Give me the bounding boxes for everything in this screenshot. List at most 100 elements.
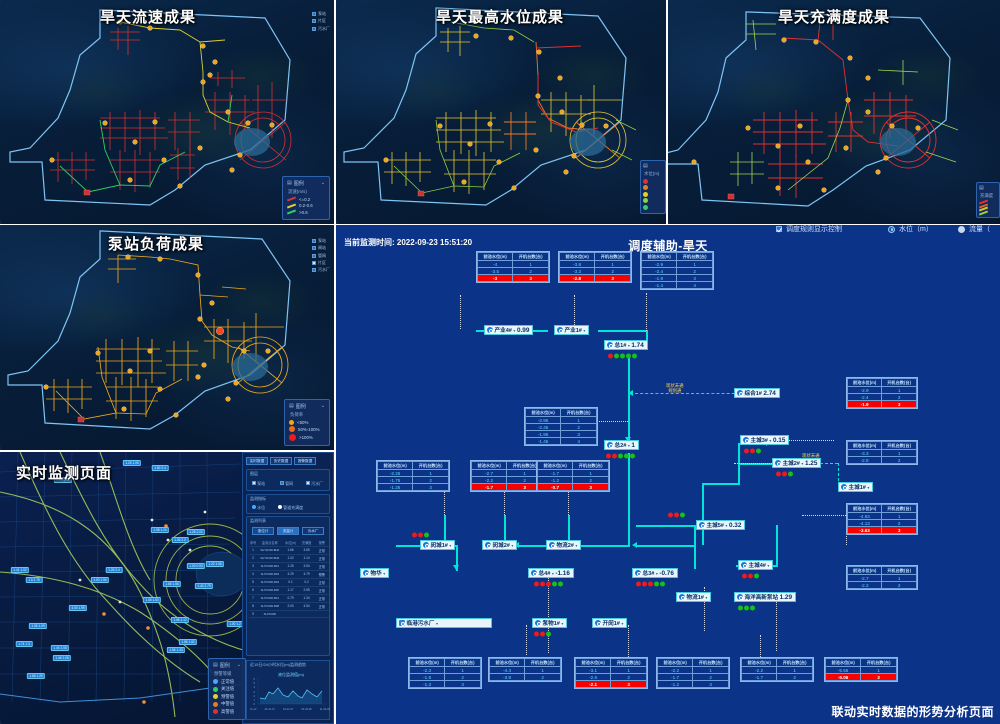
chevron-down-icon[interactable]: ▾ <box>867 484 870 490</box>
index-option-fill[interactable]: 管道充满度 <box>278 505 303 511</box>
index-option-level[interactable]: 水位 <box>252 505 265 511</box>
map-value-tag[interactable]: 1.55 0.66 <box>53 477 73 483</box>
checkbox-icon[interactable] <box>312 267 316 272</box>
node-zhucheng1[interactable]: 主城1# ▾ <box>838 482 874 492</box>
chevron-down-icon[interactable]: ▾ <box>801 460 804 466</box>
table-row[interactable]: 9 SHYD290 <box>249 611 329 618</box>
map-value-tag[interactable]: 1.26 2.02 <box>186 529 206 535</box>
map-value-tag[interactable]: 1.00 0.93 <box>186 563 206 569</box>
node-haiyang-pump[interactable]: 海洋高新泵站 1.29 <box>734 592 797 602</box>
tab-alarm-data[interactable]: 报警数据 <box>294 457 316 465</box>
map-value-tag[interactable]: 1.56 1.82 <box>178 639 198 645</box>
node-bengwu1[interactable]: 泵物1# ▾ <box>532 618 568 628</box>
radio-icon[interactable] <box>278 505 282 509</box>
map-value-tag[interactable]: 1.65 1.56 <box>162 581 182 587</box>
table-row[interactable]: 1 SHYD290-BH0 1.66 3.55 正常 <box>249 547 329 555</box>
node-chanye1[interactable]: 产业1# ▾ <box>554 325 590 335</box>
table-row[interactable]: 2 SHYD290-BH5 1.02 1.14 正常 <box>249 555 329 563</box>
node-mincheng2[interactable]: 闵城2# ▾ <box>482 540 518 550</box>
chevron-down-icon[interactable]: ▾ <box>767 562 770 568</box>
map-value-tag[interactable]: 1.00 1.50 <box>90 577 110 583</box>
node-zong1[interactable]: 总1# ▾ 1.74 <box>604 340 648 350</box>
tab-realtime-data[interactable]: 实时数据 <box>246 457 268 465</box>
map-value-tag[interactable]: 1.26 1.05 <box>122 460 142 466</box>
map-value-tag[interactable]: 1.08 1.24 <box>150 527 170 533</box>
list-tab-level-gauge[interactable]: 液位计 <box>252 527 274 535</box>
chevron-down-icon[interactable]: ▾ <box>583 327 586 333</box>
map-value-tag[interactable]: 1.50 2.4 <box>151 465 169 471</box>
checkbox-icon[interactable] <box>312 239 316 244</box>
radio-icon[interactable] <box>958 225 965 233</box>
checkbox-icon[interactable] <box>312 12 316 17</box>
checkbox-icon[interactable] <box>252 481 256 485</box>
control-metric-level[interactable]: 水位（m） <box>888 225 933 234</box>
node-chanye4[interactable]: 产业4# ▾ 0.99 <box>484 325 534 335</box>
chevron-down-icon[interactable]: ▾ <box>705 594 708 600</box>
checkbox-icon[interactable] <box>312 19 316 24</box>
checkbox-icon[interactable] <box>312 253 316 258</box>
table-row[interactable]: 8 SHYD290-B08 2.00 4.54 正常 <box>249 603 329 611</box>
checkbox-icon[interactable] <box>312 246 316 251</box>
node-mincheng1[interactable]: 闵城1# ▾ <box>420 540 456 550</box>
chevron-down-icon[interactable]: ▾ <box>627 342 630 348</box>
radio-icon[interactable] <box>252 505 256 509</box>
map-value-tag[interactable]: 1.41 1.02 <box>10 567 30 573</box>
map-value-tag[interactable]: 1.06 1.09 <box>28 623 48 629</box>
node-zhucheng3[interactable]: 主城3# ▾ 0.15 <box>740 435 790 445</box>
chevron-down-icon[interactable]: ▾ <box>551 570 554 576</box>
node-kaimin1[interactable]: 开闵1# ▾ <box>592 618 628 628</box>
map-value-tag[interactable]: 1.45 1.50 <box>142 597 162 603</box>
list-tab-flow-meter[interactable]: 流量计 <box>277 527 299 535</box>
node-wuliu1[interactable]: 物流1# ▾ <box>676 592 712 602</box>
chevron-down-icon[interactable]: ▾ <box>449 542 452 548</box>
collapse-icon[interactable]: ⌄ <box>320 180 325 186</box>
chevron-down-icon[interactable]: ▾ <box>725 522 728 528</box>
chevron-down-icon[interactable]: ▾ <box>769 437 772 443</box>
table-row[interactable]: 5 SHYD290-B04 0.1 0.2 正常 <box>249 579 329 587</box>
control-rule-display[interactable]: 调度规则显示控制 <box>776 225 842 234</box>
chevron-down-icon[interactable]: ▾ <box>655 570 658 576</box>
table-row[interactable]: 7 SHYD290-B41 0.79 1.34 正常 <box>249 595 329 603</box>
collapse-icon[interactable]: ⌄ <box>320 403 325 409</box>
map-value-tag[interactable]: 1.26 2.4 <box>105 567 123 573</box>
checkbox-icon[interactable] <box>312 260 316 265</box>
control-metric-flow[interactable]: 流量（ <box>958 225 990 234</box>
table-row[interactable]: 3 SHYD290-B01 1.25 3.54 正常 <box>249 563 329 571</box>
node-zong4[interactable]: 总4# ▾ -1.16 <box>528 568 574 578</box>
table-row[interactable]: 6 SHYD290-B05 1.17 2.55 正常 <box>249 587 329 595</box>
node-zhucheng4[interactable]: 主城4# ▾ <box>738 560 774 570</box>
node-zhucheng2[interactable]: 主城2# ▾ 1.25 <box>772 458 822 468</box>
monitor-table[interactable]: 序号 监测点名称 水位(m) 充满度 报警 1 SHYD290-BH0 1.66 3.… <box>249 539 329 618</box>
node-zhucheng5[interactable]: 主城5# ▾ 0.32 <box>696 520 746 530</box>
node-lingang-plant[interactable]: 临港污水厂 ▾ <box>396 618 492 628</box>
collapse-icon[interactable]: ⌄ <box>236 662 241 668</box>
table-row[interactable]: 4 SHYD290-B03 4.29 4.79 预警 <box>249 571 329 579</box>
node-wuhua[interactable]: 物华 ▾ <box>360 568 390 578</box>
map-value-tag[interactable]: 4.00 1.99 <box>68 605 88 611</box>
map-value-tag[interactable]: 1.74 1.3 <box>15 641 33 647</box>
map-value-tag[interactable]: 1.26 2.0 <box>171 537 189 543</box>
checkbox-icon[interactable] <box>312 26 316 31</box>
chevron-down-icon[interactable]: ▾ <box>513 327 516 333</box>
node-zong3[interactable]: 总3# ▾ -0.76 <box>632 568 678 578</box>
checkbox-icon[interactable] <box>306 481 310 485</box>
chevron-down-icon[interactable]: ▾ <box>561 620 564 626</box>
map-value-tag[interactable]: 1.66 1.25 <box>26 673 46 679</box>
map-value-tag[interactable]: 1.56 1.33 <box>166 647 186 653</box>
node-wuliu2[interactable]: 物流2# ▾ <box>546 540 582 550</box>
chevron-down-icon[interactable]: ▾ <box>575 542 578 548</box>
map-value-tag[interactable]: 1.44 2.08 <box>50 645 70 651</box>
map-value-tag[interactable]: 1.5 2.75 <box>25 577 43 583</box>
list-tab-plant[interactable]: 污水厂 <box>302 527 324 535</box>
map-value-tag[interactable]: 1.40 2.79 <box>194 583 214 589</box>
tab-history-data[interactable]: 历史数据 <box>270 457 292 465</box>
map-value-tag[interactable]: 1.00 1.2 <box>226 621 244 627</box>
layer-option-pipe[interactable]: 管网 <box>280 481 293 487</box>
map-value-tag[interactable]: 1.06 1.12 <box>170 617 190 623</box>
chevron-down-icon[interactable]: ▾ <box>621 620 624 626</box>
layer-option-plant[interactable]: 污水厂 <box>306 481 323 487</box>
chevron-down-icon[interactable]: ▾ <box>511 542 514 548</box>
node-zong2[interactable]: 总2# ▾ 1 <box>604 440 639 450</box>
chevron-down-icon[interactable]: ▾ <box>383 570 386 576</box>
node-zonghe1[interactable]: 综合1# 2.74 <box>734 388 780 398</box>
